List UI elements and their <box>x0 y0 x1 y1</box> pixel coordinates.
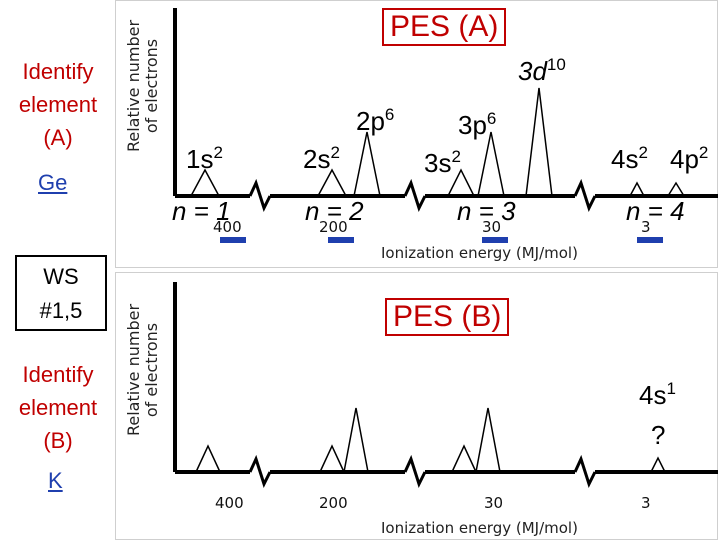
chart-a-peak-2p <box>353 131 381 197</box>
identify-b-line2: element <box>18 395 98 420</box>
label-4s1-base: 4s <box>639 380 667 410</box>
label-3d10-base: 3d <box>518 56 547 86</box>
chart-b-break1 <box>248 454 272 488</box>
shell-bar-n3 <box>482 237 508 243</box>
chart-a-peak-3p <box>477 131 505 197</box>
shell-label-n4: n = 4 <box>626 196 685 226</box>
chart-a-break1 <box>248 178 272 212</box>
shell-label-n1: n = 1 <box>172 196 231 226</box>
chart-a-break2 <box>403 178 427 212</box>
label-4p2: 4p2 <box>670 143 709 174</box>
chart-a-frame <box>115 0 718 268</box>
chart-a-title: PES (A) <box>382 8 507 46</box>
label-2s2-base: 2s <box>303 144 331 174</box>
chart-b-tick-200: 200 <box>319 494 348 512</box>
chart-a-tick-3: 3 <box>641 218 651 236</box>
chart-a-tick-30: 30 <box>482 218 502 236</box>
label-4s1: 4s1 <box>639 379 676 410</box>
chart-b-tick-3: 3 <box>641 494 651 512</box>
label-2p6-sup: 6 <box>384 105 395 124</box>
chart-b-peak-3p <box>475 407 501 473</box>
label-4p2-base: 4p <box>670 144 699 174</box>
ws-line1: WS <box>43 264 79 289</box>
ws-line2: #1,5 <box>39 298 83 323</box>
identify-b-line1: Identify <box>22 362 94 387</box>
identify-b-text: Identify element (B) <box>4 358 112 457</box>
label-1s2-base: 1s <box>186 144 214 174</box>
label-3s2-base: 3s <box>424 148 452 178</box>
chart-b-peak-4s <box>650 456 666 473</box>
chart-b-xlabel: Ionization energy (MJ/mol) <box>381 519 578 537</box>
shell-label-n3: n = 3 <box>457 196 516 226</box>
identify-a-line2: element <box>18 92 98 117</box>
identify-b-line3: (B) <box>43 428 73 453</box>
chart-a-tick-200: 200 <box>319 218 348 236</box>
chart-a-peak-2s <box>317 168 347 197</box>
label-3p6: 3p6 <box>458 109 497 140</box>
label-1s2-sup: 2 <box>213 143 223 162</box>
chart-a-peak-1s <box>190 168 220 197</box>
label-4s2-base: 4s <box>611 144 639 174</box>
chart-b-break2 <box>403 454 427 488</box>
chart-b-peak-2s <box>319 444 345 473</box>
chart-a-peak-4p <box>667 181 685 197</box>
label-3p6-base: 3p <box>458 110 487 140</box>
label-2s2-sup: 2 <box>330 143 340 162</box>
shell-bar-n4 <box>637 237 663 243</box>
label-3p6-sup: 6 <box>486 109 497 128</box>
label-2s2: 2s2 <box>303 143 340 174</box>
label-3d10: 3d10 <box>518 55 566 86</box>
shell-bar-n1 <box>220 237 246 243</box>
label-3d10-sup: 10 <box>546 55 566 74</box>
answer-b: K <box>48 468 63 493</box>
shell-label-n2: n = 2 <box>305 196 364 226</box>
answer-a: Ge <box>38 170 68 195</box>
chart-b-peak-3s <box>451 444 477 473</box>
label-4s2-sup: 2 <box>638 143 648 162</box>
ws-box: WS #1,5 <box>15 255 107 331</box>
shell-bar-n2 <box>328 237 354 243</box>
chart-b-break3 <box>573 454 597 488</box>
chart-b-peak-1s <box>195 444 221 473</box>
label-2p6: 2p6 <box>356 105 395 136</box>
chart-a-peak-3d <box>525 87 553 197</box>
chart-b-title: PES (B) <box>385 298 510 336</box>
chart-b-peak-2p <box>343 407 369 473</box>
identify-a-line3: (A) <box>43 125 73 150</box>
label-3s2-sup: 2 <box>451 147 461 166</box>
label-4s1-sup: 1 <box>666 379 676 398</box>
label-4p2-sup: 2 <box>698 143 709 162</box>
identify-a-text: Identify element (A) <box>4 55 112 154</box>
chart-b-tick-30: 30 <box>484 494 504 512</box>
identify-a-line1: Identify <box>22 59 94 84</box>
label-unknown: ? <box>651 420 666 450</box>
label-3s2: 3s2 <box>424 147 461 178</box>
chart-a-xlabel: Ionization energy (MJ/mol) <box>381 244 578 262</box>
chart-b-tick-400: 400 <box>215 494 244 512</box>
chart-a-tick-400: 400 <box>213 218 242 236</box>
chart-a-peak-3s <box>447 168 475 197</box>
chart-a-break3 <box>573 178 597 212</box>
label-2p6-base: 2p <box>356 106 385 136</box>
label-4s2: 4s2 <box>611 143 648 174</box>
label-1s2: 1s2 <box>186 143 223 174</box>
chart-a-peak-4s <box>629 181 645 197</box>
